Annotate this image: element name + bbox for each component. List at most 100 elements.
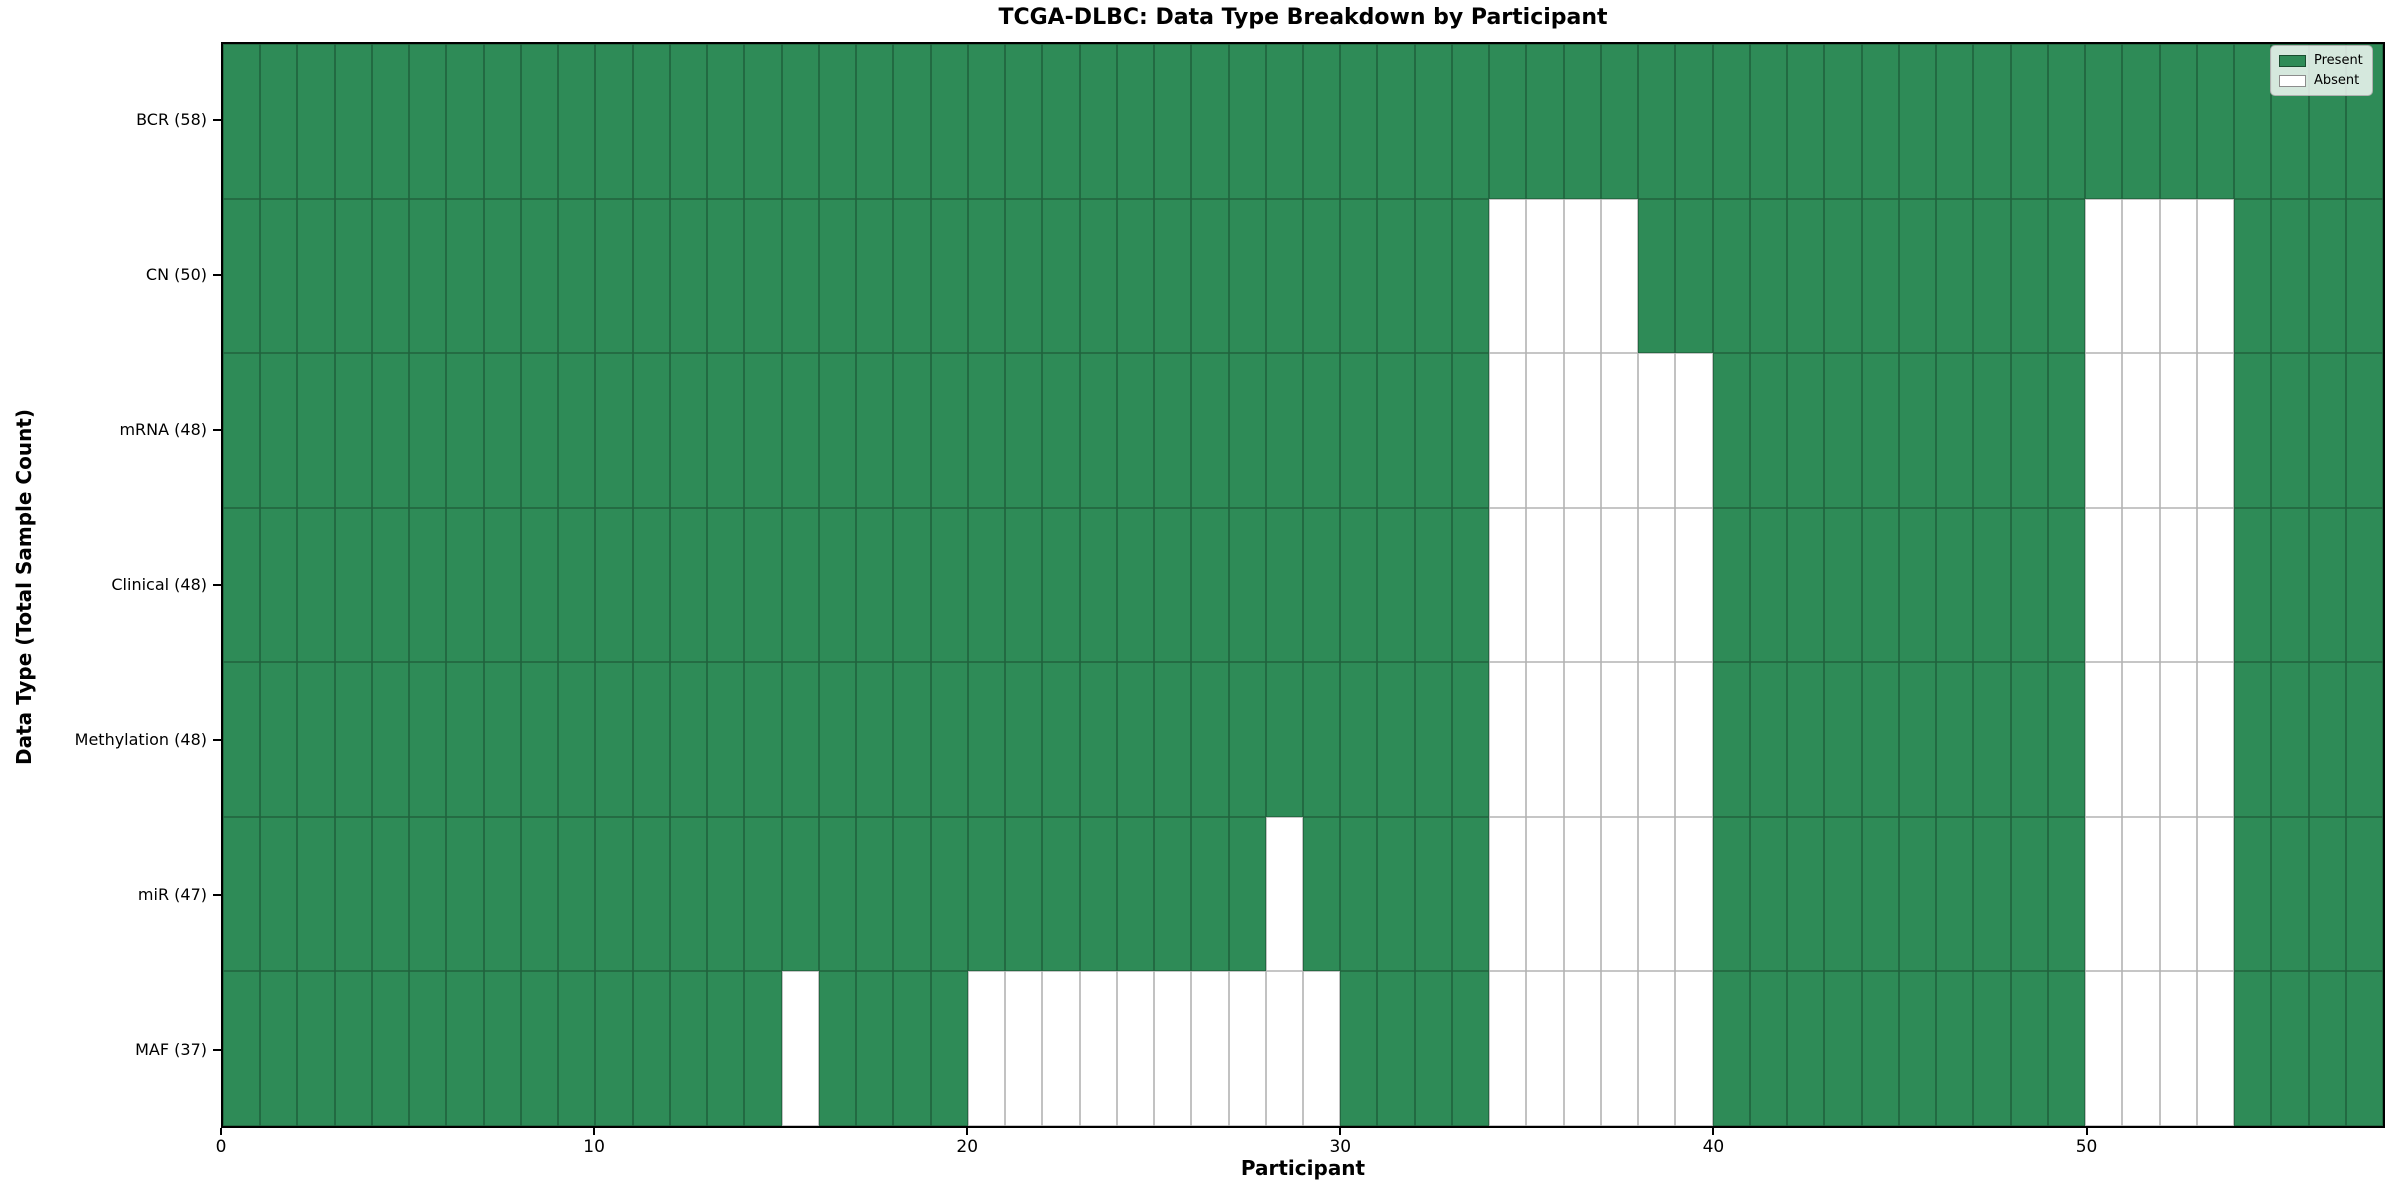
heatmap-cell [2308, 662, 2346, 817]
heatmap-cell [1154, 198, 1192, 354]
heatmap-cell [1340, 198, 1378, 354]
heatmap-cell [1600, 353, 1639, 508]
heatmap-cell [1302, 353, 1341, 508]
x-tick-label: 0 [215, 1137, 227, 1157]
heatmap-cell [1787, 44, 1825, 199]
heatmap-cell [1451, 353, 1490, 508]
heatmap-cell [483, 198, 521, 354]
heatmap-cell [2308, 507, 2346, 663]
heatmap-cell [371, 44, 410, 199]
heatmap-cell [2010, 507, 2048, 663]
heatmap-cell [2271, 971, 2309, 1126]
heatmap-cell [1302, 44, 1341, 199]
heatmap-cell [2159, 198, 2197, 354]
heatmap-cell [1787, 198, 1825, 354]
heatmap-cell [558, 353, 596, 508]
heatmap-cell [371, 971, 410, 1126]
heatmap-cell [1898, 353, 1937, 508]
heatmap-cell [1377, 198, 1415, 354]
heatmap-cell [1079, 198, 1117, 354]
heatmap-cell [1973, 198, 2011, 354]
heatmap-cell [818, 44, 857, 199]
heatmap-cell [1675, 198, 1713, 354]
y-tick-mark [213, 1049, 221, 1052]
heatmap-cell [856, 44, 894, 199]
heatmap-cell [1749, 44, 1788, 199]
heatmap-cell [520, 662, 559, 817]
y-tick-label: CN (50) [145, 264, 207, 284]
heatmap-cell [297, 44, 335, 199]
x-tick-label: 50 [2075, 1137, 2098, 1157]
legend-label-present: Present [2314, 53, 2363, 68]
heatmap-cell [1936, 971, 1974, 1126]
heatmap-cell [1526, 971, 1564, 1126]
heatmap-cell [2047, 662, 2086, 817]
heatmap-cell [1377, 44, 1415, 199]
heatmap-cell [1005, 44, 1043, 199]
heatmap-cell [893, 44, 931, 199]
heatmap-cell [334, 353, 372, 508]
heatmap-cell [1265, 198, 1303, 354]
heatmap-cell [1563, 353, 1601, 508]
heatmap-cell [1079, 971, 1117, 1126]
heatmap-cell [1712, 44, 1750, 199]
heatmap-cell [930, 662, 968, 817]
heatmap-cell [595, 507, 633, 663]
heatmap-cell [1973, 662, 2011, 817]
y-tick-mark [213, 118, 221, 121]
heatmap-cell [558, 44, 596, 199]
heatmap-cell [818, 507, 857, 663]
heatmap-cell [856, 198, 894, 354]
heatmap-cell [1600, 816, 1639, 972]
heatmap-cell [2345, 816, 2383, 972]
heatmap-cell [893, 662, 931, 817]
heatmap-cell [297, 816, 335, 972]
heatmap-cell [1973, 353, 2011, 508]
heatmap-cell [1824, 816, 1862, 972]
heatmap-cell [297, 662, 335, 817]
heatmap-cell [930, 971, 968, 1126]
heatmap-cell [1451, 971, 1490, 1126]
heatmap-cell [2085, 816, 2123, 972]
heatmap-cell [1600, 44, 1639, 199]
heatmap-cell [223, 353, 261, 508]
heatmap-cell [1116, 198, 1155, 354]
heatmap-cell [707, 816, 745, 972]
heatmap-cell [1861, 353, 1899, 508]
heatmap-cell [1824, 662, 1862, 817]
heatmap-cell [893, 971, 931, 1126]
heatmap-cell [744, 816, 782, 972]
heatmap-cell [1861, 198, 1899, 354]
x-tick-label: 30 [1329, 1137, 1352, 1157]
heatmap-cell [2159, 353, 2197, 508]
heatmap-cell [1265, 971, 1303, 1126]
heatmap-cell [1340, 971, 1378, 1126]
heatmap-cell [446, 353, 484, 508]
heatmap-cell [1377, 507, 1415, 663]
heatmap-cell [707, 507, 745, 663]
heatmap-cell [2308, 198, 2346, 354]
heatmap-cell [632, 44, 670, 199]
heatmap-cell [520, 353, 559, 508]
legend-item-absent: Absent [2279, 73, 2363, 88]
heatmap-cell [2196, 198, 2235, 354]
heatmap-cell [1675, 971, 1713, 1126]
heatmap-cell [1563, 198, 1601, 354]
heatmap-cell [1749, 507, 1788, 663]
heatmap-cell [1638, 507, 1676, 663]
heatmap-cell [1451, 816, 1490, 972]
heatmap-cell [1265, 507, 1303, 663]
heatmap-cell [1936, 198, 1974, 354]
heatmap-cell [744, 662, 782, 817]
heatmap-cell [1340, 662, 1378, 817]
heatmap-cell [632, 971, 670, 1126]
heatmap-cell [1340, 353, 1378, 508]
heatmap-cell [2122, 971, 2160, 1126]
heatmap-cell [1302, 662, 1341, 817]
heatmap-cell [520, 816, 559, 972]
heatmap-cell [260, 198, 298, 354]
heatmap-cell [1042, 353, 1080, 508]
heatmap-cell [1563, 507, 1601, 663]
heatmap-cell [1191, 662, 1229, 817]
heatmap-cell [1414, 198, 1452, 354]
